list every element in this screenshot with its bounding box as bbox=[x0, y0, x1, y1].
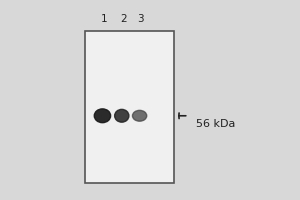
Ellipse shape bbox=[133, 110, 147, 121]
Text: 2: 2 bbox=[120, 14, 127, 24]
Text: 1: 1 bbox=[100, 14, 107, 24]
Text: 56 kDa: 56 kDa bbox=[196, 119, 236, 129]
Text: 3: 3 bbox=[137, 14, 144, 24]
Ellipse shape bbox=[94, 109, 111, 123]
Ellipse shape bbox=[115, 109, 129, 122]
FancyBboxPatch shape bbox=[85, 31, 174, 183]
